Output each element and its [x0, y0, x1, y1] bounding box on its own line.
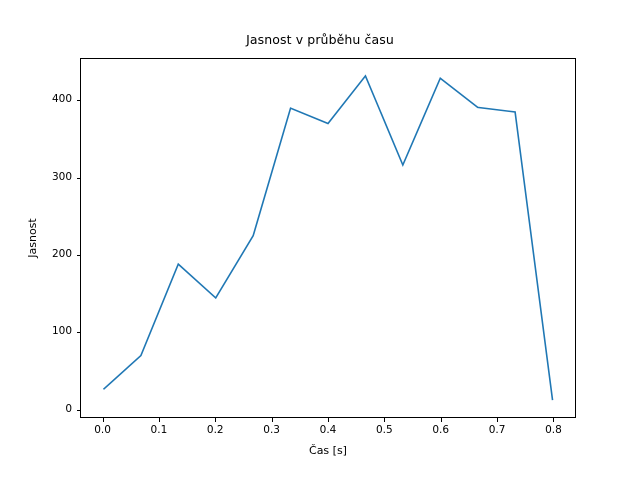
x-tick-mark — [553, 418, 555, 422]
x-tick-mark — [440, 418, 442, 422]
y-tick-mark — [76, 332, 80, 334]
x-tick-mark — [497, 418, 499, 422]
x-tick-label: 0.6 — [432, 424, 450, 436]
y-tick-mark — [76, 100, 80, 102]
x-tick-label: 0.2 — [206, 424, 224, 436]
y-tick-label: 300 — [51, 170, 72, 183]
plot-area — [80, 58, 576, 418]
x-axis-label: Čas [s] — [309, 444, 347, 457]
x-tick-label: 0.5 — [376, 424, 393, 436]
x-tick-mark — [158, 418, 160, 422]
y-tick-label: 200 — [51, 248, 72, 260]
y-tick-mark — [76, 409, 80, 411]
chart-title: Jasnost v průběhu času — [246, 32, 394, 47]
x-tick-mark — [384, 418, 386, 422]
x-tick-label: 0.7 — [488, 424, 506, 436]
x-tick-label: 0.8 — [545, 424, 562, 436]
x-tick-mark — [102, 418, 104, 422]
y-tick-mark — [76, 255, 80, 256]
y-tick-label: 0 — [65, 402, 72, 415]
x-tick-mark — [328, 418, 329, 422]
y-axis-label: Jasnost — [26, 218, 39, 258]
x-tick-mark — [271, 418, 273, 422]
x-tick-label: 0.1 — [150, 424, 168, 436]
x-tick-label: 0.3 — [263, 424, 280, 436]
y-tick-label: 100 — [51, 325, 72, 338]
y-tick-label: 400 — [51, 93, 72, 106]
x-tick-label: 0.0 — [94, 424, 111, 436]
x-tick-label: 0.4 — [319, 424, 337, 436]
data-series-line — [102, 74, 554, 401]
y-tick-mark — [76, 177, 80, 179]
x-tick-mark — [215, 418, 217, 422]
line-chart-svg — [102, 74, 554, 401]
